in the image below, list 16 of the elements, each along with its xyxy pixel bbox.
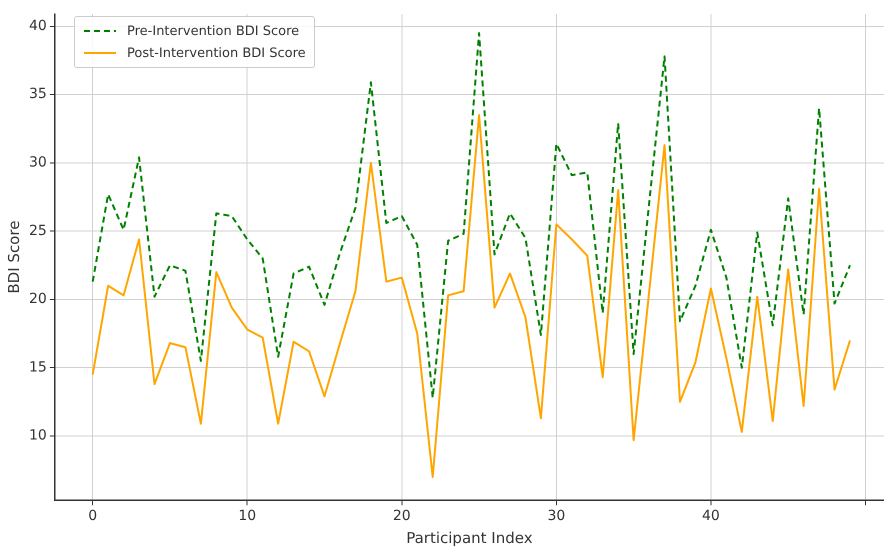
x-tick-label: 0 <box>88 508 98 524</box>
y-tick-label: 10 <box>28 428 47 444</box>
x-tick-label: 30 <box>547 508 566 524</box>
y-tick-label: 30 <box>28 154 47 171</box>
legend-label: Pre-Intervention BDI Score <box>127 24 300 38</box>
x-tick-label: 40 <box>702 508 720 524</box>
y-tick-label: 25 <box>28 222 47 239</box>
legend-label: Post-Intervention BDI Score <box>127 46 306 60</box>
x-axis-title: Participant Index <box>406 528 533 547</box>
x-tick-label: 20 <box>392 508 411 524</box>
y-tick-label: 20 <box>28 291 47 308</box>
y-tick-label: 15 <box>28 359 47 376</box>
y-tick-label: 40 <box>28 18 47 34</box>
x-tick-label: 10 <box>238 508 256 524</box>
y-axis-title: BDI Score <box>4 220 23 294</box>
y-tick-label: 35 <box>28 86 47 102</box>
